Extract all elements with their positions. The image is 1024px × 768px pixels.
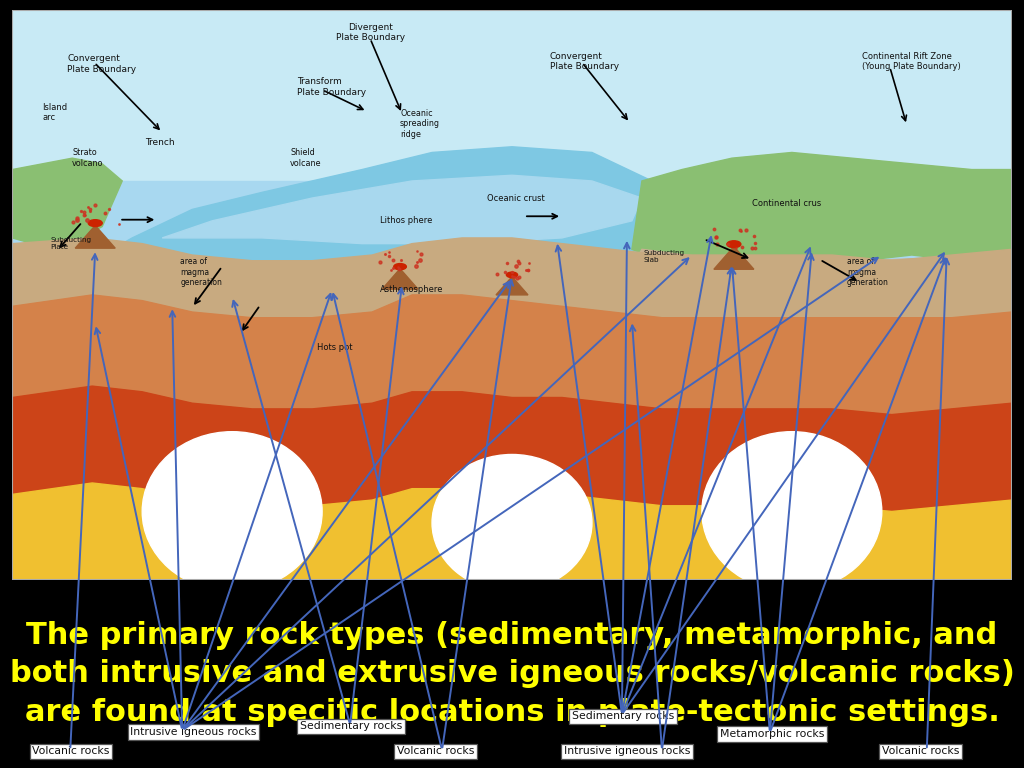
Text: The primary rock types (sedimentary, metamorphic, and
both intrusive and extrusi: The primary rock types (sedimentary, met… <box>9 621 1015 727</box>
Text: Lithos phere: Lithos phere <box>380 217 432 225</box>
Text: Oceanic
spreading
ridge: Oceanic spreading ridge <box>400 109 440 139</box>
Ellipse shape <box>507 272 517 277</box>
Text: Convergent
Plate Boundary: Convergent Plate Boundary <box>68 55 136 74</box>
Text: Subducting
Plate: Subducting Plate <box>50 237 91 250</box>
Polygon shape <box>496 276 528 295</box>
Polygon shape <box>632 250 1012 278</box>
Text: Intrusive igneous rocks: Intrusive igneous rocks <box>130 727 257 737</box>
Ellipse shape <box>432 455 592 591</box>
Text: area of
magma
generation: area of magma generation <box>180 257 222 287</box>
Polygon shape <box>75 225 116 248</box>
Text: Transform
Plate Boundary: Transform Plate Boundary <box>297 78 367 97</box>
Bar <box>12 181 1012 266</box>
Polygon shape <box>714 247 754 270</box>
Polygon shape <box>12 238 1012 318</box>
Text: Volcanic rocks: Volcanic rocks <box>882 746 959 756</box>
Ellipse shape <box>701 432 882 591</box>
Text: Volcanic rocks: Volcanic rocks <box>33 746 110 756</box>
Text: Volcanic rocks: Volcanic rocks <box>397 746 474 756</box>
Polygon shape <box>12 295 1012 415</box>
Text: Strato
volcano: Strato volcano <box>73 148 103 168</box>
Text: Continental crus: Continental crus <box>752 199 821 208</box>
Text: Island
arc: Island arc <box>42 103 68 122</box>
Text: Subducting
Slab: Subducting Slab <box>644 250 685 263</box>
Polygon shape <box>162 175 642 243</box>
Text: Sedimentary rocks: Sedimentary rocks <box>300 721 402 731</box>
Ellipse shape <box>142 432 323 591</box>
Polygon shape <box>382 269 418 290</box>
Text: Oceanic crust: Oceanic crust <box>487 194 545 203</box>
Ellipse shape <box>727 241 741 247</box>
Text: Shield
volcane: Shield volcane <box>290 148 322 168</box>
Bar <box>12 10 1012 210</box>
Text: Intrusive igneous rocks: Intrusive igneous rocks <box>564 746 690 756</box>
Text: Convergent
Plate Boundary: Convergent Plate Boundary <box>550 51 620 71</box>
Polygon shape <box>12 483 1012 580</box>
Text: Trench: Trench <box>145 137 175 147</box>
Text: Metamorphic rocks: Metamorphic rocks <box>720 729 824 739</box>
Text: Continental Rift Zone
(Young Plate Boundary): Continental Rift Zone (Young Plate Bound… <box>862 51 961 71</box>
Polygon shape <box>12 386 1012 511</box>
Polygon shape <box>632 152 1012 266</box>
Polygon shape <box>113 147 692 283</box>
Ellipse shape <box>88 220 102 227</box>
Text: Hots pot: Hots pot <box>317 343 352 352</box>
Ellipse shape <box>394 263 407 270</box>
Text: area of
magma
generation: area of magma generation <box>847 257 889 287</box>
Text: Sedimentary rocks: Sedimentary rocks <box>572 711 674 721</box>
Polygon shape <box>12 158 122 250</box>
Text: Divergent
Plate Boundary: Divergent Plate Boundary <box>336 23 404 42</box>
Text: Asthenosphere: Asthenosphere <box>380 285 443 293</box>
